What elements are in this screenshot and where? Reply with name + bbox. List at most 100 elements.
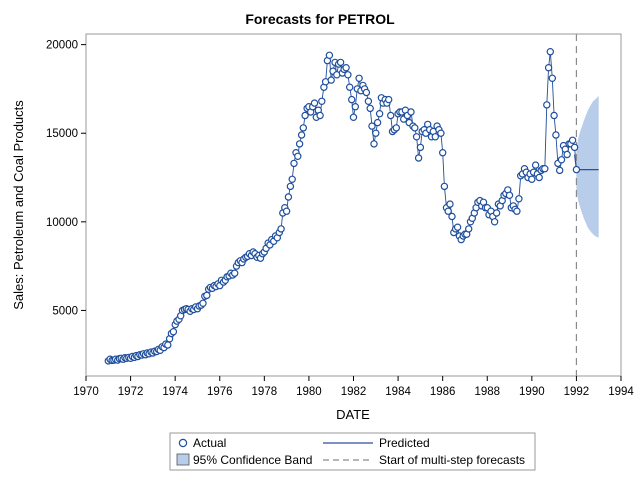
actual-point [552,131,560,139]
actual-point [546,48,555,56]
x-tick-label: 1970 [73,386,99,398]
x-tick-label: 1984 [385,386,411,398]
actual-point [412,133,421,141]
actual-point [572,165,581,174]
legend-actual-label: Actual [193,436,226,450]
actual-point [407,108,415,116]
actual-point [544,63,553,72]
actual-point [351,102,359,111]
actual-point [431,133,439,141]
actual-point [440,182,449,191]
y-axis-label: Sales: Petroleum and Coal Products [11,100,26,310]
y-axis: 5000 10000 15000 20000 [46,40,86,317]
actual-point [336,58,345,67]
actual-point [411,124,419,132]
y-tick-label: 5000 [52,305,78,317]
actual-point [364,97,373,106]
actual-point [556,166,564,175]
actual-point [453,223,462,231]
actual-point [513,207,521,215]
actual-point [230,269,239,277]
actual-point [465,225,473,233]
x-axis-label: DATE [336,407,370,422]
legend: Actual Predicted 95% Confidence Band Sta… [169,432,536,471]
actual-point [286,182,295,191]
actual-point [437,129,445,137]
actual-point [392,124,400,132]
actual-point [385,95,393,104]
legend-predicted-label: Predicted [379,436,430,450]
actual-point [297,131,306,139]
actual-point [568,136,577,144]
actual-point [342,63,350,72]
legend-actual-marker [178,438,188,448]
actual-point [505,191,514,199]
y-tick-label: 20000 [46,40,78,52]
y-tick-label: 10000 [46,217,78,229]
legend-frame [169,432,536,471]
actual-point [492,209,501,217]
actual-point [318,97,326,106]
x-tick-label: 1986 [430,386,456,398]
x-tick-label: 1978 [252,386,278,398]
x-tick-label: 1982 [341,386,367,398]
actual-point [375,109,384,118]
actual-point [557,156,566,164]
x-tick-label: 1988 [474,386,500,398]
actual-point [387,111,395,120]
actual-point [570,143,579,152]
actual-point [535,173,543,182]
actual-point [294,152,302,160]
x-tick-label: 1976 [207,386,233,398]
x-tick-label: 1972 [118,386,144,398]
actual-point [531,161,540,169]
actual-point [416,143,425,152]
actual-point [563,150,571,159]
actual-point [528,175,536,183]
chart-title: Forecasts for PETROL [245,11,395,27]
actual-point [541,164,549,173]
actual-point [346,83,354,91]
actual-point [373,118,382,127]
actual-point [370,140,378,148]
x-tick-label: 1980 [296,386,322,398]
actual-point [548,74,557,83]
actual-point [348,95,356,104]
actual-point [169,328,178,336]
actual-point [366,104,374,113]
actual-point [372,129,380,137]
actual-point [327,76,335,84]
actual-point [444,207,452,215]
actual-point [301,111,309,120]
actual-point [203,291,211,300]
legend-start-label: Start of multi-step forecasts [379,453,525,467]
actual-point [515,195,523,203]
actual-point [284,193,293,201]
actual-point [288,175,296,183]
actual-point [316,111,324,120]
plot-area [104,34,599,376]
actual-point [349,113,358,122]
legend-band-label: 95% Confidence Band [193,453,312,467]
actual-point [362,88,371,97]
actual-point [290,159,298,168]
actual-point [295,140,304,148]
x-tick-label: 1992 [564,386,590,398]
actual-point [277,225,285,233]
actual-point [414,154,423,162]
x-tick-label: 1974 [162,386,188,398]
actual-point [490,218,499,226]
actual-point [439,148,447,157]
x-axis: 1970 1972 1974 1976 1978 1980 1982 1984 1986 1988… [73,376,634,398]
actual-point [325,51,334,60]
actual-point [299,124,307,132]
actual-point [446,200,454,208]
y-tick-label: 15000 [46,128,78,140]
plot-frame [85,33,622,377]
x-tick-label: 1994 [608,386,634,398]
actual-point [550,111,558,120]
actual-point [448,212,456,221]
x-tick-label: 1990 [519,386,545,398]
actual-point [368,122,376,130]
